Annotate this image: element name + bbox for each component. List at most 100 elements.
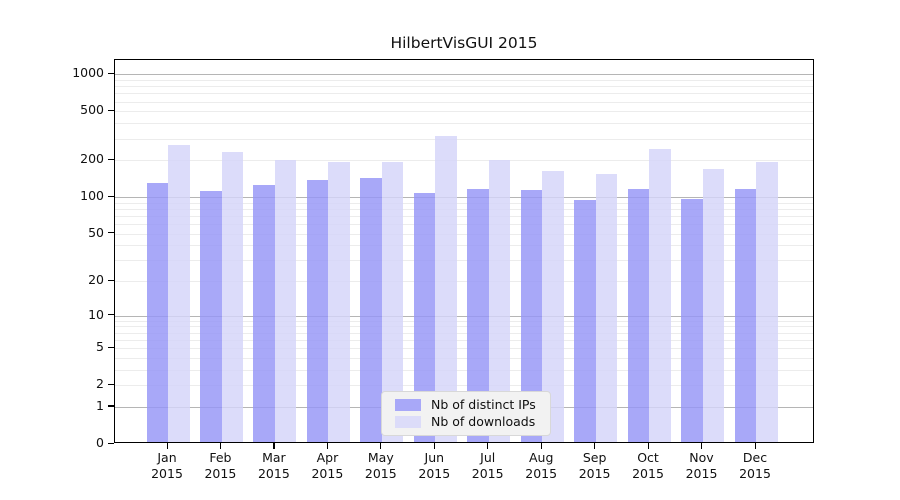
y-tick-label-10: 10 xyxy=(88,306,104,322)
bar-may-downloads xyxy=(381,161,404,442)
bar-may-ips xyxy=(360,178,382,442)
gridline-80 xyxy=(115,208,813,210)
legend-item-distinct-ips: Nb of distinct IPs xyxy=(382,396,550,413)
y-tick-mark-100 xyxy=(108,195,114,197)
legend-item-downloads: Nb of downloads xyxy=(382,413,550,430)
gridline-5 xyxy=(115,348,813,350)
legend-swatch-downloads xyxy=(395,415,421,428)
x-tick-label-nov: Nov 2015 xyxy=(685,450,718,481)
x-tick-mark-oct xyxy=(647,443,649,449)
y-tick-label-50: 50 xyxy=(88,224,104,240)
y-tick-label-500: 500 xyxy=(80,102,104,118)
bar-jun-downloads xyxy=(435,135,457,442)
bar-dec-ips xyxy=(734,189,756,442)
x-tick-mark-feb xyxy=(219,443,222,449)
x-tick-mark-apr xyxy=(326,443,329,449)
bar-feb-ips xyxy=(200,190,222,442)
gridline-30 xyxy=(115,260,813,262)
gridline-9 xyxy=(115,320,813,322)
y-tick-label-1000: 1000 xyxy=(72,65,104,81)
x-tick-label-oct: Oct 2015 xyxy=(632,450,664,481)
legend-swatch-distinct-ips xyxy=(395,398,421,411)
gridline-3 xyxy=(115,369,813,371)
gridline-200 xyxy=(115,160,813,162)
y-tick-label-20: 20 xyxy=(88,272,104,288)
x-tick-mark-mar xyxy=(273,443,275,449)
plot-area: Nb of distinct IPs Nb of downloads xyxy=(114,59,814,443)
y-tick-mark-10 xyxy=(108,314,114,316)
bar-sep-downloads xyxy=(595,173,618,442)
y-tick-mark-5 xyxy=(108,346,114,348)
y-tick-mark-1 xyxy=(108,405,114,407)
y-tick-mark-20 xyxy=(108,279,114,281)
bar-jul-downloads xyxy=(488,160,511,442)
x-tick-label-mar: Mar 2015 xyxy=(257,450,290,481)
chart-title: HilbertVisGUI 2015 xyxy=(390,34,538,52)
bar-oct-ips xyxy=(627,188,649,442)
x-tick-label-jan: Jan 2015 xyxy=(151,450,183,481)
bar-nov-downloads xyxy=(702,169,724,442)
gridline-60 xyxy=(115,224,813,226)
x-tick-label-jun: Jun 2015 xyxy=(418,450,451,481)
gridline-400 xyxy=(115,123,813,125)
y-tick-label-1: 1 xyxy=(96,397,104,413)
y-tick-mark-500 xyxy=(108,109,114,112)
bar-mar-ips xyxy=(253,184,275,442)
x-tick-mark-may xyxy=(380,443,382,449)
legend-label-distinct-ips: Nb of distinct IPs xyxy=(431,397,536,412)
gridline-20 xyxy=(115,281,813,283)
bar-jan-downloads xyxy=(168,144,190,442)
gridline-900 xyxy=(115,80,813,81)
y-tick-mark-2 xyxy=(108,383,114,385)
gridline-700 xyxy=(115,93,813,95)
gridline-300 xyxy=(115,138,813,140)
bar-aug-downloads xyxy=(542,171,564,442)
x-tick-mark-sep xyxy=(594,443,596,449)
bar-feb-downloads xyxy=(221,152,243,442)
bar-mar-downloads xyxy=(274,159,297,442)
gridline-2 xyxy=(115,385,813,387)
y-tick-mark-200 xyxy=(108,158,114,160)
x-tick-mark-jul xyxy=(487,443,489,449)
gridline-90 xyxy=(115,202,813,204)
bar-jul-ips xyxy=(467,188,489,442)
gridline-8 xyxy=(115,326,813,328)
y-tick-label-100: 100 xyxy=(80,188,104,204)
gridline-100 xyxy=(115,197,813,199)
gridline-600 xyxy=(115,101,813,103)
legend: Nb of distinct IPs Nb of downloads xyxy=(381,391,551,436)
x-tick-mark-jan xyxy=(166,443,168,449)
y-tick-label-0: 0 xyxy=(96,435,104,450)
bar-apr-downloads xyxy=(328,161,350,442)
gridline-1000 xyxy=(115,74,813,76)
gridline-4 xyxy=(115,357,813,359)
x-tick-mark-jun xyxy=(433,443,435,449)
bar-oct-downloads xyxy=(649,148,671,442)
y-tick-mark-1000 xyxy=(108,72,114,75)
gridline-500 xyxy=(115,111,813,113)
x-tick-mark-aug xyxy=(540,443,542,449)
bar-sep-ips xyxy=(574,200,596,442)
x-tick-label-apr: Apr 2015 xyxy=(311,450,344,481)
y-tick-label-2: 2 xyxy=(96,376,104,392)
x-tick-label-feb: Feb 2015 xyxy=(204,450,237,481)
gridline-50 xyxy=(115,233,813,235)
legend-label-downloads: Nb of downloads xyxy=(431,414,536,429)
bar-aug-ips xyxy=(520,189,543,442)
x-tick-mark-nov xyxy=(701,443,703,449)
gridline-10 xyxy=(115,315,813,317)
y-tick-mark-0 xyxy=(108,442,114,444)
gridline-800 xyxy=(115,86,813,88)
x-tick-label-aug: Aug 2015 xyxy=(525,450,558,481)
x-tick-label-sep: Sep 2015 xyxy=(578,450,611,481)
bar-dec-downloads xyxy=(756,161,778,442)
x-tick-label-may: May 2015 xyxy=(364,450,397,481)
y-tick-label-200: 200 xyxy=(80,151,104,167)
x-tick-mark-dec xyxy=(754,443,756,449)
bar-apr-ips xyxy=(306,179,329,442)
gridline-40 xyxy=(115,245,813,247)
gridline-6 xyxy=(115,339,813,341)
x-tick-label-jul: Jul 2015 xyxy=(471,450,504,481)
bar-jun-ips xyxy=(413,193,436,442)
